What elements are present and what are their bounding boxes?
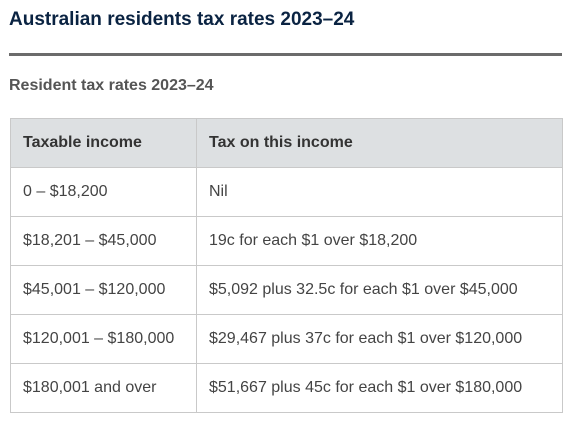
- tax-amount-cell: 19c for each $1 over $18,200: [196, 216, 563, 266]
- tax-amount-cell: $51,667 plus 45c for each $1 over $180,0…: [196, 363, 563, 413]
- table-header-row: Taxable income Tax on this income: [10, 118, 563, 168]
- table-caption: Resident tax rates 2023–24: [9, 77, 214, 94]
- table-row: $180,001 and over $51,667 plus 45c for e…: [10, 363, 563, 413]
- table-row: 0 – $18,200 Nil: [10, 167, 563, 217]
- column-header-taxable-income: Taxable income: [10, 118, 197, 168]
- table-row: $45,001 – $120,000 $5,092 plus 32.5c for…: [10, 265, 563, 315]
- table-row: $120,001 – $180,000 $29,467 plus 37c for…: [10, 314, 563, 364]
- taxable-income-cell: 0 – $18,200: [10, 167, 197, 217]
- tax-rates-table: Taxable income Tax on this income 0 – $1…: [10, 118, 563, 413]
- table-row: $18,201 – $45,000 19c for each $1 over $…: [10, 216, 563, 266]
- taxable-income-cell: $18,201 – $45,000: [10, 216, 197, 266]
- column-header-tax-on-income: Tax on this income: [196, 118, 563, 168]
- tax-amount-cell: $29,467 plus 37c for each $1 over $120,0…: [196, 314, 563, 364]
- taxable-income-cell: $180,001 and over: [10, 363, 197, 413]
- taxable-income-cell: $120,001 – $180,000: [10, 314, 197, 364]
- title-divider: [9, 53, 562, 56]
- page-title: Australian residents tax rates 2023–24: [9, 9, 355, 30]
- tax-amount-cell: Nil: [196, 167, 563, 217]
- tax-amount-cell: $5,092 plus 32.5c for each $1 over $45,0…: [196, 265, 563, 315]
- taxable-income-cell: $45,001 – $120,000: [10, 265, 197, 315]
